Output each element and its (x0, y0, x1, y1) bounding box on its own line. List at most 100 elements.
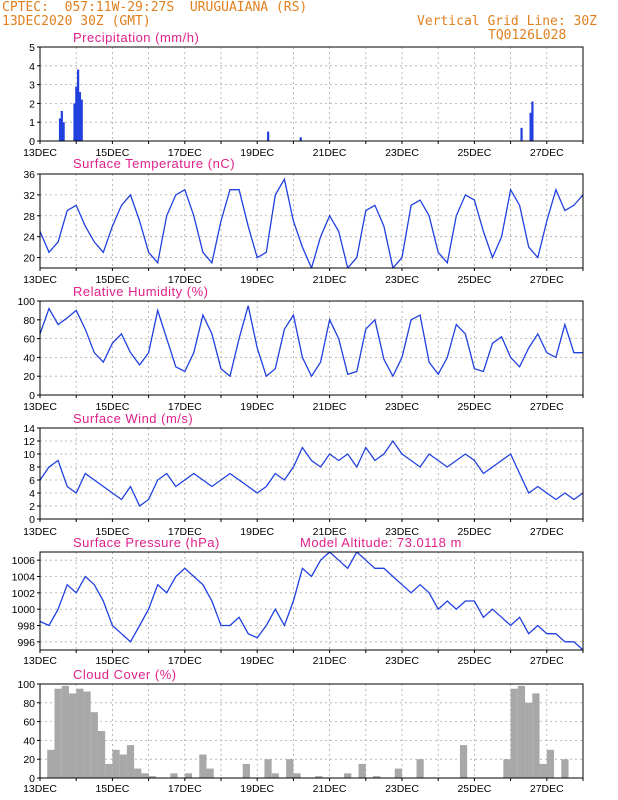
y-tick-label: 100 (17, 296, 35, 308)
y-tick-label: 80 (23, 315, 35, 327)
x-tick-label: 23DEC (385, 274, 419, 286)
x-tick-label: 27DEC (530, 401, 564, 413)
cloud-bar (68, 693, 77, 778)
cloud-bar (561, 759, 569, 778)
x-tick-label: 25DEC (457, 526, 491, 538)
x-tick-label: 19DEC (240, 783, 274, 795)
precip-bar (58, 118, 62, 141)
header-grid-line-note: Vertical Grid Line: 30Z (417, 14, 598, 29)
precip-bar (60, 110, 63, 141)
cloud-bar (358, 763, 366, 778)
y-tick-label: 80 (23, 698, 35, 710)
cloud-bar (199, 754, 207, 778)
series-line (40, 552, 583, 650)
y-tick-label: 1006 (12, 555, 36, 567)
cloud-bar (373, 776, 381, 778)
y-tick-label: 2 (29, 98, 35, 110)
cloud-bar (76, 688, 84, 778)
panel-5: 996 998 1000 1002 1004 1006 13DEC 15DEC 17DEC 19D… (12, 535, 584, 667)
cloud-bar (286, 759, 294, 778)
cloud-bar (148, 776, 156, 778)
x-tick-label: 21DEC (313, 655, 347, 667)
x-tick-label: 17DEC (168, 147, 202, 159)
cloud-bar (112, 749, 120, 778)
x-tick-label: 19DEC (240, 401, 274, 413)
cloud-bar (315, 776, 323, 778)
x-tick-label: 17DEC (168, 526, 202, 538)
y-tick-label: 1004 (12, 572, 36, 584)
y-tick-label: 4 (29, 488, 35, 500)
cloud-bar (503, 759, 511, 778)
y-tick-label: 6 (29, 475, 35, 487)
cloud-bar (83, 691, 91, 778)
x-tick-label: 17DEC (168, 655, 202, 667)
cloud-bar (459, 745, 468, 778)
y-tick-label: 998 (17, 621, 35, 633)
y-tick-label: 5 (29, 42, 35, 54)
header-model-id: TQ0126L028 (488, 28, 567, 43)
precip-bar (77, 69, 80, 141)
y-tick-label: 36 (23, 169, 35, 181)
cloud-bar (105, 763, 113, 778)
x-tick-label: 21DEC (313, 147, 347, 159)
x-tick-label: 21DEC (313, 526, 347, 538)
plot-frame (39, 427, 584, 520)
series-line (40, 305, 583, 378)
x-tick-label: 15DEC (95, 147, 129, 159)
series-line (40, 177, 583, 268)
series-line (40, 439, 583, 507)
y-tick-label: 60 (23, 334, 35, 346)
y-tick-label: 10 (23, 449, 35, 461)
x-tick-label: 27DEC (530, 655, 564, 667)
panel-6: 0 20 40 60 80 100 13DEC 15DEC 17DEC 19DEC 21DEC 23D… (17, 667, 584, 795)
x-tick-label: 25DEC (457, 783, 491, 795)
y-tick-label: 14 (23, 423, 35, 435)
y-tick-label: 0 (29, 773, 35, 785)
y-tick-label: 996 (17, 637, 35, 649)
cloud-bar (517, 685, 526, 778)
cloud-bar (416, 759, 424, 778)
precip-bar (80, 99, 83, 141)
cloud-bar (141, 773, 149, 778)
x-tick-label: 15DEC (95, 655, 129, 667)
y-tick-label: 0 (29, 136, 35, 148)
y-tick-label: 24 (23, 232, 35, 244)
plot-frame (39, 300, 584, 396)
panel-title: Surface Pressure (hPa) (73, 535, 220, 550)
x-tick-label: 21DEC (313, 401, 347, 413)
x-tick-label: 19DEC (240, 147, 274, 159)
cloud-bar (539, 763, 547, 778)
cloud-bar (525, 702, 533, 778)
panel-title: Precipitation (mm/h) (73, 30, 199, 45)
x-tick-label: 19DEC (240, 526, 274, 538)
x-tick-label: 27DEC (530, 783, 564, 795)
y-tick-label: 40 (23, 735, 35, 747)
x-tick-label: 23DEC (385, 655, 419, 667)
x-tick-label: 13DEC (23, 401, 57, 413)
y-tick-label: 28 (23, 211, 35, 223)
precip-bar (267, 131, 270, 141)
x-tick-label: 19DEC (240, 655, 274, 667)
plot-frame (39, 551, 584, 651)
y-tick-label: 20 (23, 253, 35, 265)
precip-bar (529, 112, 532, 141)
precip-bar (299, 137, 302, 141)
cloud-bar (54, 688, 62, 778)
panel-3: 0 20 40 60 80 100 13DEC 15DEC 17DEC 19DEC 21DEC 23D… (17, 284, 584, 413)
plot-frame (39, 46, 584, 142)
x-tick-label: 25DEC (457, 147, 491, 159)
y-tick-label: 60 (23, 717, 35, 729)
x-tick-label: 17DEC (168, 274, 202, 286)
cloud-bar (344, 773, 352, 778)
x-tick-label: 13DEC (23, 655, 57, 667)
cloud-bar (170, 773, 178, 778)
x-tick-label: 15DEC (95, 401, 129, 413)
precip-bar (520, 127, 523, 141)
cloud-bar (532, 693, 540, 778)
x-tick-label: 23DEC (385, 147, 419, 159)
cloud-bar (394, 768, 402, 778)
x-tick-label: 17DEC (168, 783, 202, 795)
y-tick-label: 40 (23, 352, 35, 364)
x-tick-label: 25DEC (457, 655, 491, 667)
